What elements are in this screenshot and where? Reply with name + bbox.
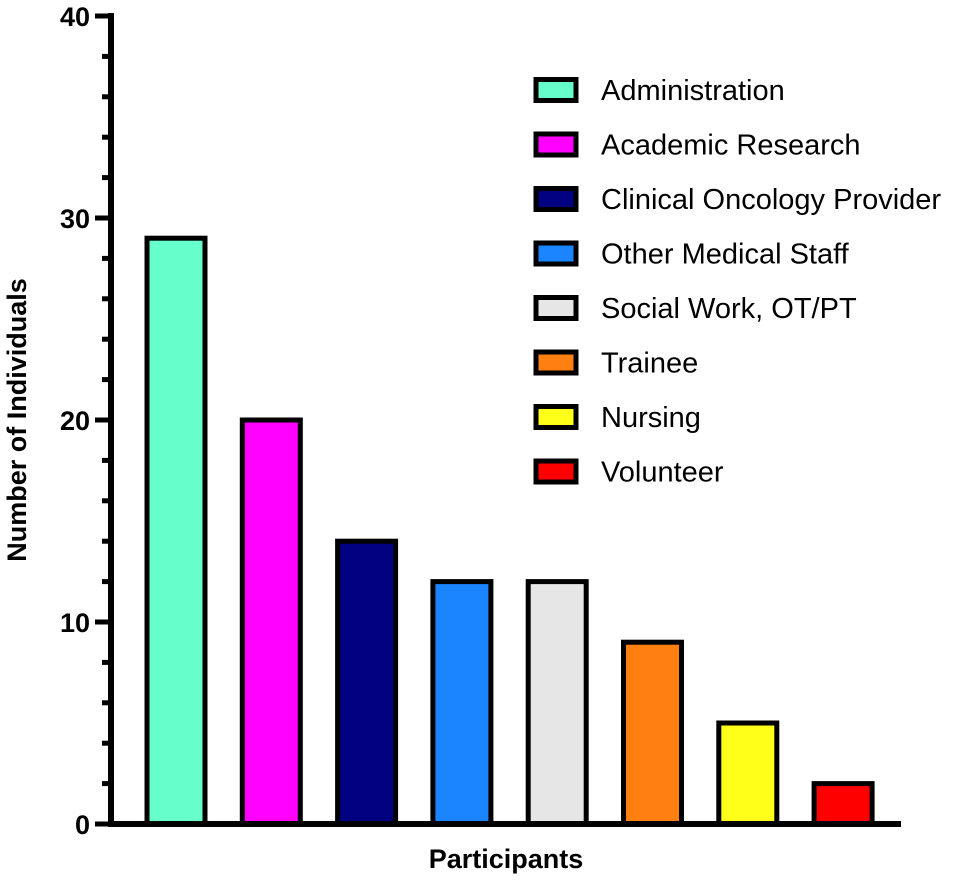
legend-swatch-administration <box>533 77 579 103</box>
legend-label-other-medical-staff: Other Medical Staff <box>601 239 850 271</box>
legend-swatch-trainee <box>533 349 579 376</box>
y-tick-label-40: 40 <box>60 2 90 32</box>
legend-item-other-medical-staff: Other Medical Staff <box>533 239 850 271</box>
bars-layer <box>144 235 875 827</box>
bar-nursing <box>716 720 780 827</box>
bar-social-work-ot-pt <box>525 579 589 827</box>
bar-trainee <box>621 639 684 827</box>
y-tick-label-0: 0 <box>75 810 90 840</box>
legend-swatch-volunteer <box>533 458 579 485</box>
y-ticks: 0 10 20 30 40 <box>60 2 111 840</box>
legend-swatch-social-work-ot-pt <box>533 295 579 321</box>
legend-item-academic-research: Academic Research <box>533 130 861 162</box>
legend-swatch-nursing <box>533 404 579 430</box>
legend-label-academic-research: Academic Research <box>601 130 861 162</box>
bar-clinical-oncology-provider <box>335 538 399 827</box>
legend: Administration Academic Research Clinical … <box>533 75 941 489</box>
y-axis-title: Number of Individuals <box>2 278 32 562</box>
bar-volunteer <box>811 781 875 827</box>
bar-administration <box>144 235 208 827</box>
legend-label-volunteer: Volunteer <box>601 457 724 489</box>
y-tick-label-10: 10 <box>60 608 90 638</box>
legend-item-trainee: Trainee <box>533 348 698 380</box>
legend-label-social-work-ot-pt: Social Work, OT/PT <box>601 293 857 325</box>
legend-item-volunteer: Volunteer <box>533 457 724 489</box>
x-axis-title: Participants <box>429 844 584 874</box>
legend-item-administration: Administration <box>533 75 785 107</box>
y-tick-label-30: 30 <box>60 204 90 234</box>
legend-label-nursing: Nursing <box>601 402 701 434</box>
axes: 0 10 20 30 40 <box>60 2 901 840</box>
bar-other-medical-staff <box>430 579 494 827</box>
legend-label-clinical-oncology-provider: Clinical Oncology Provider <box>601 184 941 216</box>
legend-swatch-academic-research <box>533 131 579 158</box>
legend-swatch-clinical-oncology-provider <box>533 186 579 212</box>
legend-swatch-other-medical-staff <box>533 240 579 267</box>
bar-academic-research <box>239 417 303 827</box>
legend-item-nursing: Nursing <box>533 402 701 434</box>
legend-label-administration: Administration <box>601 75 785 107</box>
legend-item-social-work-ot-pt: Social Work, OT/PT <box>533 293 857 325</box>
legend-item-clinical-oncology-provider: Clinical Oncology Provider <box>533 184 941 216</box>
y-tick-label-20: 20 <box>60 406 90 436</box>
legend-label-trainee: Trainee <box>601 348 698 380</box>
